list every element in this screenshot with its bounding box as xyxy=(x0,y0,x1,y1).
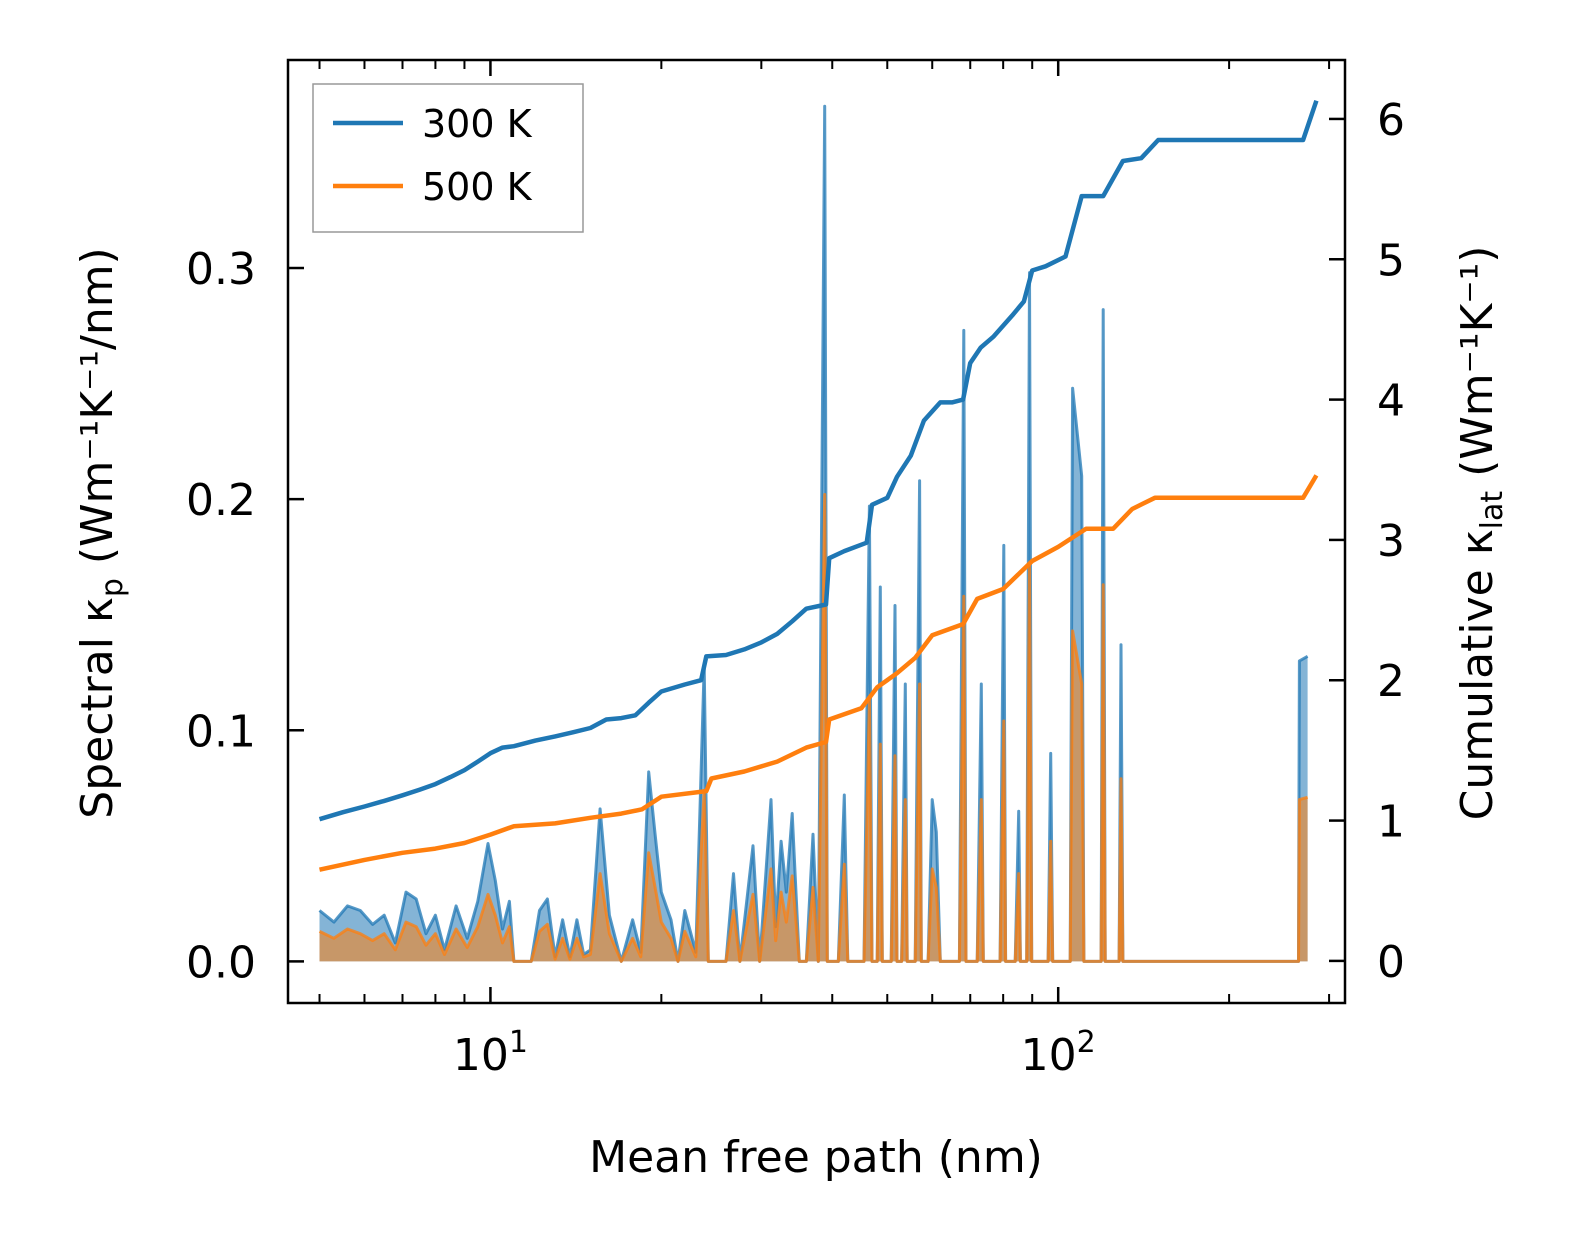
x-tick-label: 102 xyxy=(1021,1025,1096,1081)
y-left-tick-label: 0.0 xyxy=(186,937,256,988)
legend-label-300k: 300 K xyxy=(422,102,533,146)
spectral-line-300k xyxy=(318,104,1309,963)
y-right-tick-label: 2 xyxy=(1377,656,1405,707)
axis-ticks: 101 102 0.0 0.1 0.2 0.3 0 1 2 3 4 5 6 xyxy=(186,60,1405,1081)
x-axis-title: Mean free path (nm) xyxy=(589,1132,1043,1183)
y-left-tick-label: 0.2 xyxy=(186,475,256,526)
y-right-label-suffix: (Wm⁻¹K⁻¹) xyxy=(1452,246,1503,491)
y-right-label-prefix: Cumulative κ xyxy=(1452,529,1503,820)
y-right-tick-label: 5 xyxy=(1377,235,1405,286)
y-left-label-prefix: Spectral κ xyxy=(72,597,123,819)
y-right-tick-label: 6 xyxy=(1377,95,1405,146)
y-left-axis-label: Spectral κp (Wm⁻¹K⁻¹/nm) xyxy=(72,247,130,818)
legend-label-500k: 500 K xyxy=(422,165,533,209)
y-right-tick-label: 4 xyxy=(1377,376,1405,427)
plot-frame xyxy=(286,58,1347,1005)
y-right-tick-label: 1 xyxy=(1377,797,1405,848)
spectral-line-500k xyxy=(318,493,1309,963)
y-right-label-sub: lat xyxy=(1475,491,1510,530)
y-right-tick-label: 3 xyxy=(1377,516,1405,567)
legend: 300 K 500 K xyxy=(312,83,584,233)
x-tick-label: 101 xyxy=(453,1025,528,1081)
x-axis-label: Mean free path (nm) xyxy=(589,1132,1043,1183)
y-left-label-suffix: (Wm⁻¹K⁻¹/nm) xyxy=(72,247,123,578)
y-left-tick-label: 0.1 xyxy=(186,706,256,757)
y-right-tick-label: 0 xyxy=(1377,937,1405,988)
y-left-tick-label: 0.3 xyxy=(186,244,256,295)
y-left-label-sub: p xyxy=(95,578,130,597)
legend-box xyxy=(312,83,584,233)
plot-area xyxy=(318,99,1319,963)
cumulative-line-300k xyxy=(318,99,1319,822)
y-right-axis-label: Cumulative κlat (Wm⁻¹K⁻¹) xyxy=(1452,246,1510,821)
cumulative-line-500k xyxy=(319,474,1319,872)
